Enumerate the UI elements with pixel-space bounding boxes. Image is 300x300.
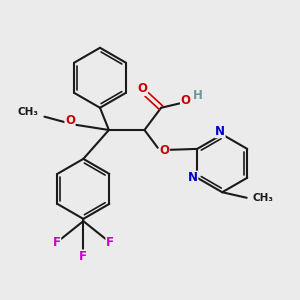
Text: N: N bbox=[188, 171, 198, 184]
Text: H: H bbox=[193, 89, 203, 102]
Text: CH₃: CH₃ bbox=[18, 107, 39, 117]
Text: F: F bbox=[53, 236, 61, 249]
Text: F: F bbox=[106, 236, 114, 249]
Text: F: F bbox=[79, 250, 87, 263]
Text: N: N bbox=[215, 124, 225, 138]
Text: O: O bbox=[137, 82, 147, 95]
Text: O: O bbox=[159, 143, 170, 157]
Text: O: O bbox=[65, 113, 75, 127]
Text: CH₃: CH₃ bbox=[252, 193, 273, 203]
Text: O: O bbox=[181, 94, 190, 106]
